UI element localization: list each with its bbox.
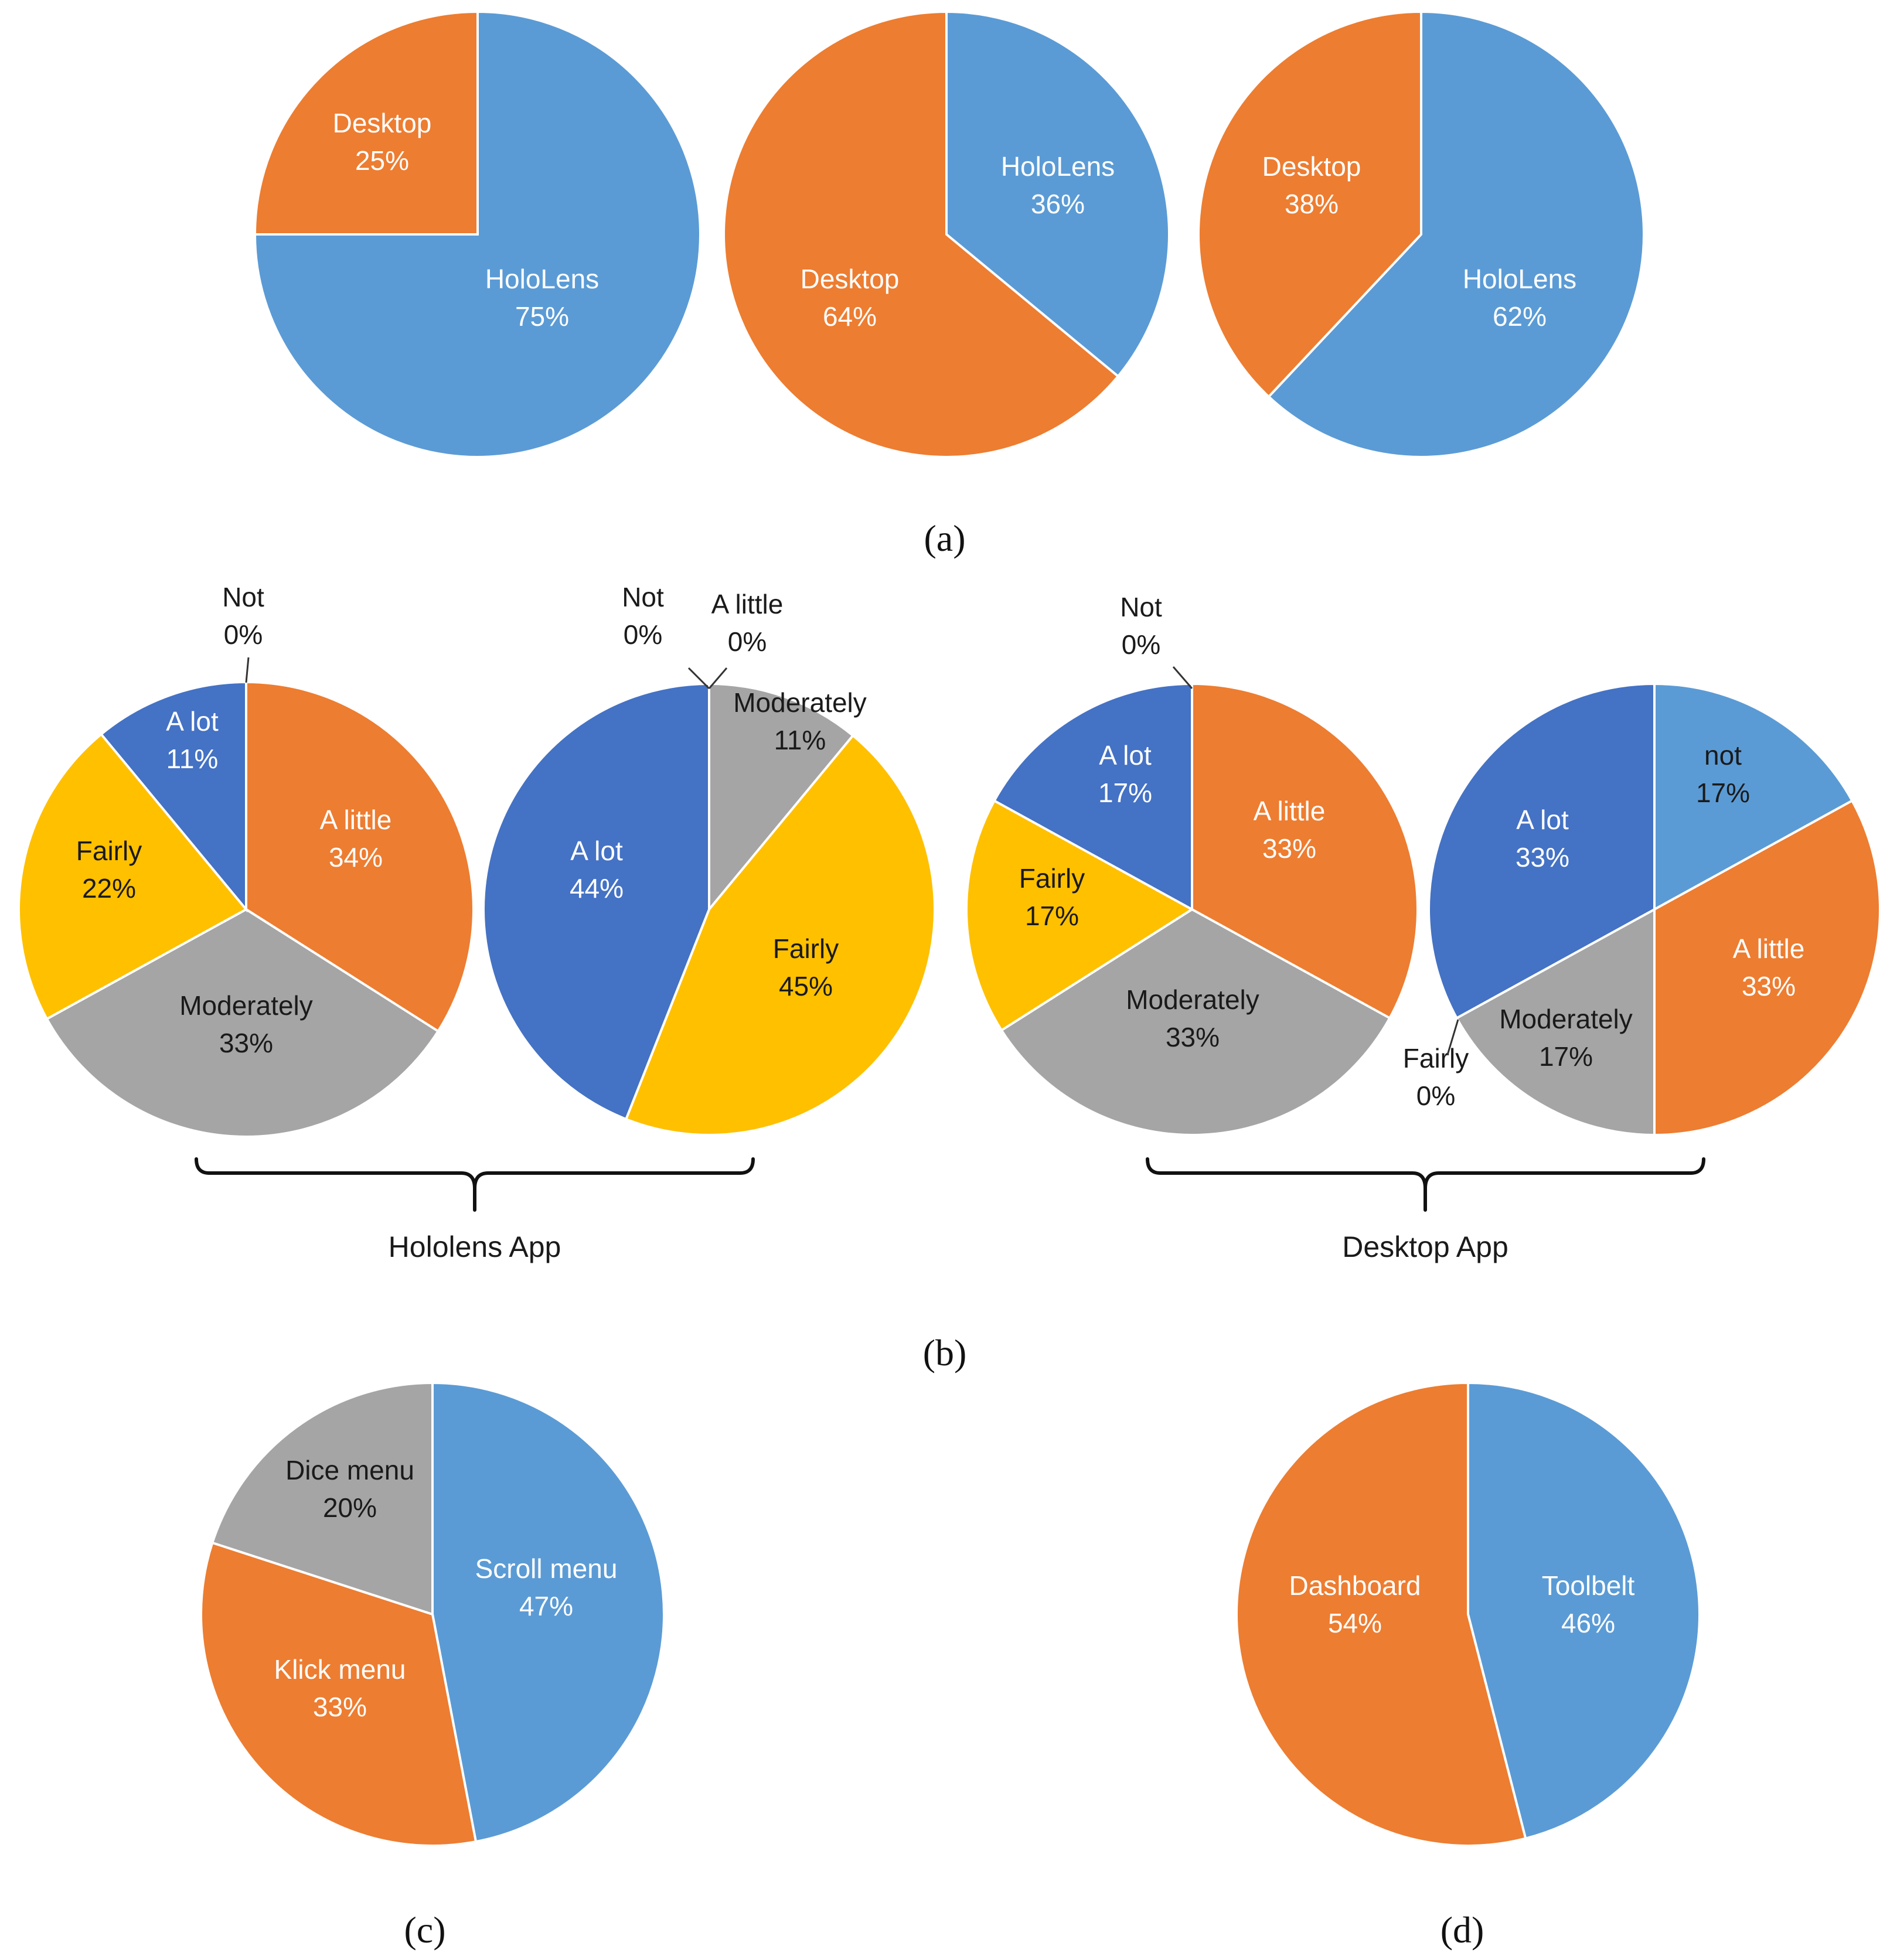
pie-slice-d1-toolbelt: [1467, 1381, 1701, 1840]
brace-desktop-app: [1146, 1157, 1705, 1212]
pie-chart-b1: Not 0% A little 34% Moderately 33% Fairly 22% A …: [17, 582, 475, 1138]
pie-slice-b4-not: [1653, 682, 1854, 912]
pie-slice-b2-a-lot: [482, 682, 710, 1121]
slice-label-b2-fairly: Fairly 45%: [773, 933, 839, 1001]
pie-slice-a3-hololens: [1267, 10, 1645, 458]
pie-slice-a1-desktop: [253, 10, 479, 236]
slice-label-b1-fairly: Fairly 22%: [76, 836, 142, 904]
pie-chart-d1: Toolbelt 46% Dashboard 54%: [1235, 1381, 1701, 1847]
caption-c: (c): [404, 1909, 445, 1951]
pie-slice-b3-fairly: [965, 799, 1194, 1032]
group-label-hololens: Hololens App: [389, 1230, 561, 1263]
pie-slice-a3-desktop: [1197, 10, 1422, 398]
pie-slice-b4-a-lot: [1428, 682, 1656, 1020]
slice-label-c1-scroll-menu: Scroll menu 47%: [475, 1553, 618, 1621]
slice-label-c1-klick-menu: Klick menu 33%: [274, 1654, 406, 1722]
pie-chart-a3: HoloLens 62% Desktop 38%: [1197, 10, 1645, 458]
pie-slice-b3-a-little: [1191, 682, 1419, 1020]
caption-d: (d): [1441, 1909, 1484, 1951]
slice-label-a2-desktop: Desktop 64%: [801, 264, 900, 332]
slice-label-b4-a-little: A little 33%: [1733, 933, 1805, 1001]
leader-b2-not: [687, 667, 710, 690]
pie-slice-b4-a-little: [1653, 799, 1881, 1137]
pie-chart-a1: HoloLens 75% Desktop 25%: [253, 10, 701, 458]
slice-label-b3-a-little: A little 33%: [1254, 796, 1326, 864]
pie-slice-b2-fairly: [624, 734, 936, 1136]
leader-b3-not: [1172, 666, 1193, 689]
leader-b2-a-little: [708, 667, 728, 689]
slice-label-b1-a-lot: A lot 11%: [166, 706, 219, 774]
slice-label-c1-dice-menu: Dice menu 20%: [285, 1455, 414, 1523]
pie-chart-b2: Not 0% A little 0% Moderately 11% Fairly 45% A l…: [482, 582, 936, 1136]
pie-slice-c1-klick-menu: [200, 1541, 478, 1847]
slice-label-b4-moderately: Moderately 17%: [1499, 1004, 1633, 1072]
caption-a: (a): [924, 517, 965, 559]
pie-slice-c1-dice-menu: [210, 1381, 434, 1616]
slice-label-b1-not: Not 0%: [222, 582, 264, 650]
pie-charts: HoloLens 75% Desktop 25% HoloLens 36% Desktop 6…: [17, 10, 1881, 1847]
pie-slice-b1-a-lot: [99, 680, 247, 913]
slice-label-b4-a-lot: A lot 33%: [1516, 805, 1569, 872]
pie-slice-b2-moderately: [708, 682, 855, 913]
caption-b: (b): [923, 1332, 967, 1373]
slice-label-b1-moderately: Moderately 33%: [179, 990, 313, 1058]
slice-label-b3-not: Not 0%: [1120, 592, 1162, 660]
pie-chart-b4: not 17% A little 33% Moderately 17% Fairly 0% A …: [1403, 682, 1881, 1137]
brace-hololens-app: [195, 1157, 755, 1212]
slice-label-a2-hololens: HoloLens 36%: [1001, 151, 1115, 219]
pie-chart-b3: Not 0% A little 33% Moderately 33% Fairly 17%A …: [965, 592, 1419, 1136]
slice-label-b3-a-lot: A lot 17%: [1098, 740, 1152, 808]
leader-b4-fairly: [1446, 1019, 1459, 1055]
pie-slice-b1-a-little: [245, 680, 475, 1033]
slice-label-b3-fairly: Fairly 17%: [1019, 863, 1085, 931]
pie-slice-b1-fairly: [17, 732, 248, 1021]
pie-chart-a2: HoloLens 36% Desktop 64%: [723, 10, 1170, 458]
group-label-desktop: Desktop App: [1342, 1230, 1508, 1263]
slice-label-b1-a-little: A little 34%: [320, 805, 392, 872]
slice-label-b2-a-little: A little 0%: [711, 589, 784, 657]
slice-label-b2-not: Not 0%: [622, 582, 664, 650]
pie-slice-b3-moderately: [1000, 908, 1392, 1136]
pie-chart-c1: Scroll menu 47% Klick menu 33% Dice menu 20%: [200, 1381, 665, 1847]
slice-label-b3-moderately: Moderately 33%: [1126, 984, 1259, 1052]
slice-label-b2-a-lot: A lot 44%: [570, 836, 624, 904]
slice-label-b4-fairly: Fairly 0%: [1403, 1043, 1469, 1111]
slice-label-a1-desktop: Desktop 25%: [333, 108, 432, 176]
slice-label-b4-not: not 17%: [1696, 740, 1750, 808]
pie-slice-a2-desktop: [723, 10, 1120, 458]
slice-label-a1-hololens: HoloLens 75%: [485, 264, 599, 332]
pie-slice-b4-moderately: [1455, 907, 1656, 1137]
pie-slice-a2-hololens: [945, 10, 1170, 379]
slice-label-a3-hololens: HoloLens 62%: [1463, 264, 1576, 332]
pie-slice-d1-dashboard: [1235, 1381, 1527, 1847]
pie-slice-b3-a-lot: [992, 682, 1193, 912]
slice-label-b2-moderately: Moderately 11%: [733, 687, 867, 755]
leader-b1-not: [245, 657, 250, 683]
slice-label-d1-toolbelt: Toolbelt 46%: [1542, 1570, 1635, 1638]
slice-label-d1-dashboard: Dashboard 54%: [1289, 1570, 1421, 1638]
leader-lines: [245, 657, 1459, 1055]
pie-slice-c1-scroll-menu: [431, 1381, 665, 1843]
slice-label-a3-desktop: Desktop 38%: [1262, 151, 1361, 219]
